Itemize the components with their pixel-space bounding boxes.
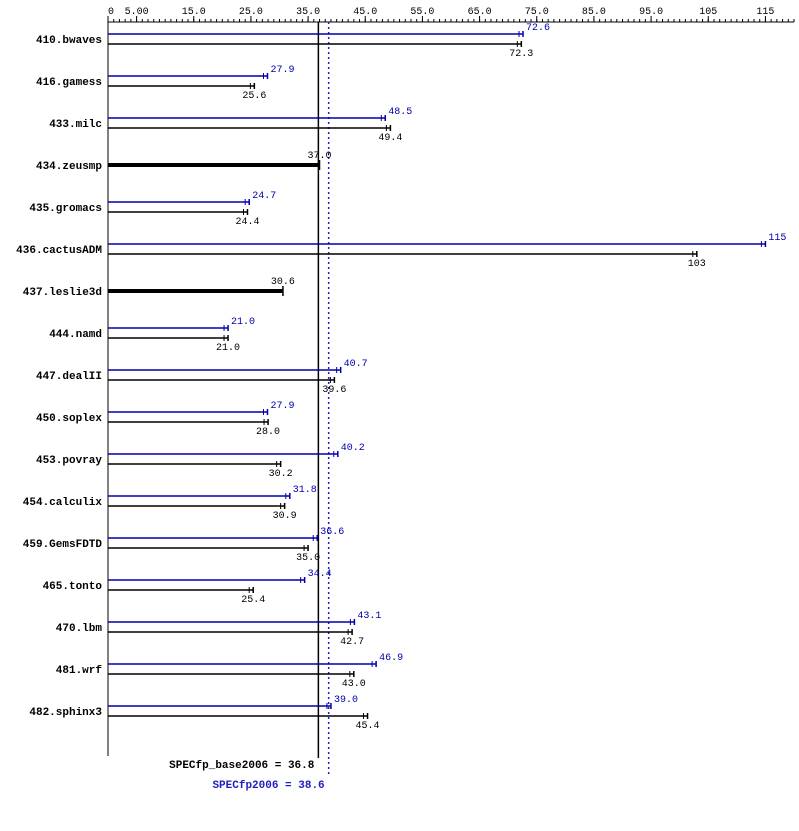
- peak-value-label: 46.9: [379, 653, 403, 664]
- base-value-label: 28.0: [256, 427, 280, 438]
- combined-value-label: 30.6: [271, 277, 295, 288]
- benchmark-label: 416.gamess: [36, 77, 102, 89]
- benchmark-label: 436.cactusADM: [16, 245, 102, 257]
- base-value-label: 45.4: [356, 721, 380, 732]
- base-value-label: 35.0: [296, 553, 320, 564]
- peak-value-label: 34.4: [308, 569, 332, 580]
- benchmark-label: 465.tonto: [43, 581, 103, 593]
- axis-tick-label: 0: [108, 7, 114, 18]
- base-reference-label: SPECfp_base2006 = 36.8: [169, 760, 315, 772]
- benchmark-label: 481.wrf: [56, 665, 103, 677]
- axis-tick-label: 105: [699, 7, 717, 18]
- combined-value-label: 37.0: [308, 151, 332, 162]
- peak-value-label: 27.9: [270, 65, 294, 76]
- axis-tick-label: 45.0: [353, 7, 377, 18]
- benchmark-label: 482.sphinx3: [29, 707, 102, 719]
- axis-tick-label: 95.0: [639, 7, 663, 18]
- peak-value-label: 72.6: [526, 23, 550, 34]
- peak-value-label: 36.6: [320, 527, 344, 538]
- base-value-label: 49.4: [378, 133, 402, 144]
- axis-tick-label: 35.0: [296, 7, 320, 18]
- peak-value-label: 43.1: [357, 611, 381, 622]
- benchmark-label: 454.calculix: [23, 497, 103, 509]
- peak-value-label: 27.9: [270, 401, 294, 412]
- benchmark-label: 433.milc: [49, 119, 102, 131]
- benchmark-label: 434.zeusmp: [36, 161, 102, 173]
- base-value-label: 25.6: [242, 91, 266, 102]
- axis-tick-label: 115: [756, 7, 774, 18]
- peak-reference-label: SPECfp2006 = 38.6: [212, 780, 324, 792]
- benchmark-label: 410.bwaves: [36, 35, 102, 47]
- axis-tick-label: 75.0: [525, 7, 549, 18]
- peak-value-label: 24.7: [252, 191, 276, 202]
- base-value-label: 72.3: [509, 49, 533, 60]
- base-value-label: 24.4: [235, 217, 259, 228]
- benchmark-label: 453.povray: [36, 455, 102, 467]
- benchmark-label: 437.leslie3d: [23, 287, 102, 299]
- axis-tick-label: 85.0: [582, 7, 606, 18]
- base-value-label: 25.4: [241, 595, 265, 606]
- spec-benchmark-chart: 0 5.00 15.0 25.0 35.0 45.0 55.0 65.0 75.0 85.0 95.…: [0, 0, 799, 831]
- axis-tick-label: 65.0: [468, 7, 492, 18]
- axis-tick-label: 5.00: [125, 7, 149, 18]
- base-value-label: 30.2: [269, 469, 293, 480]
- peak-value-label: 40.7: [344, 359, 368, 370]
- benchmark-label: 470.lbm: [56, 623, 103, 635]
- peak-value-label: 21.0: [231, 317, 255, 328]
- peak-value-label: 31.8: [293, 485, 317, 496]
- base-value-label: 42.7: [340, 637, 364, 648]
- base-value-label: 43.0: [342, 679, 366, 690]
- peak-value-label: 39.0: [334, 695, 358, 706]
- peak-value-label: 115: [768, 233, 786, 244]
- base-value-label: 30.9: [273, 511, 297, 522]
- benchmark-label: 459.GemsFDTD: [23, 539, 103, 551]
- base-value-label: 103: [688, 259, 706, 270]
- benchmark-label: 435.gromacs: [29, 203, 102, 215]
- axis-tick-label: 55.0: [410, 7, 434, 18]
- axis-tick-label: 25.0: [239, 7, 263, 18]
- axis-tick-label: 15.0: [182, 7, 206, 18]
- peak-value-label: 40.2: [341, 443, 365, 454]
- peak-value-label: 48.5: [388, 107, 412, 118]
- base-value-label: 39.6: [322, 385, 346, 396]
- benchmark-label: 447.dealII: [36, 371, 102, 383]
- benchmark-label: 444.namd: [49, 329, 102, 341]
- benchmark-label: 450.soplex: [36, 413, 102, 425]
- base-value-label: 21.0: [216, 343, 240, 354]
